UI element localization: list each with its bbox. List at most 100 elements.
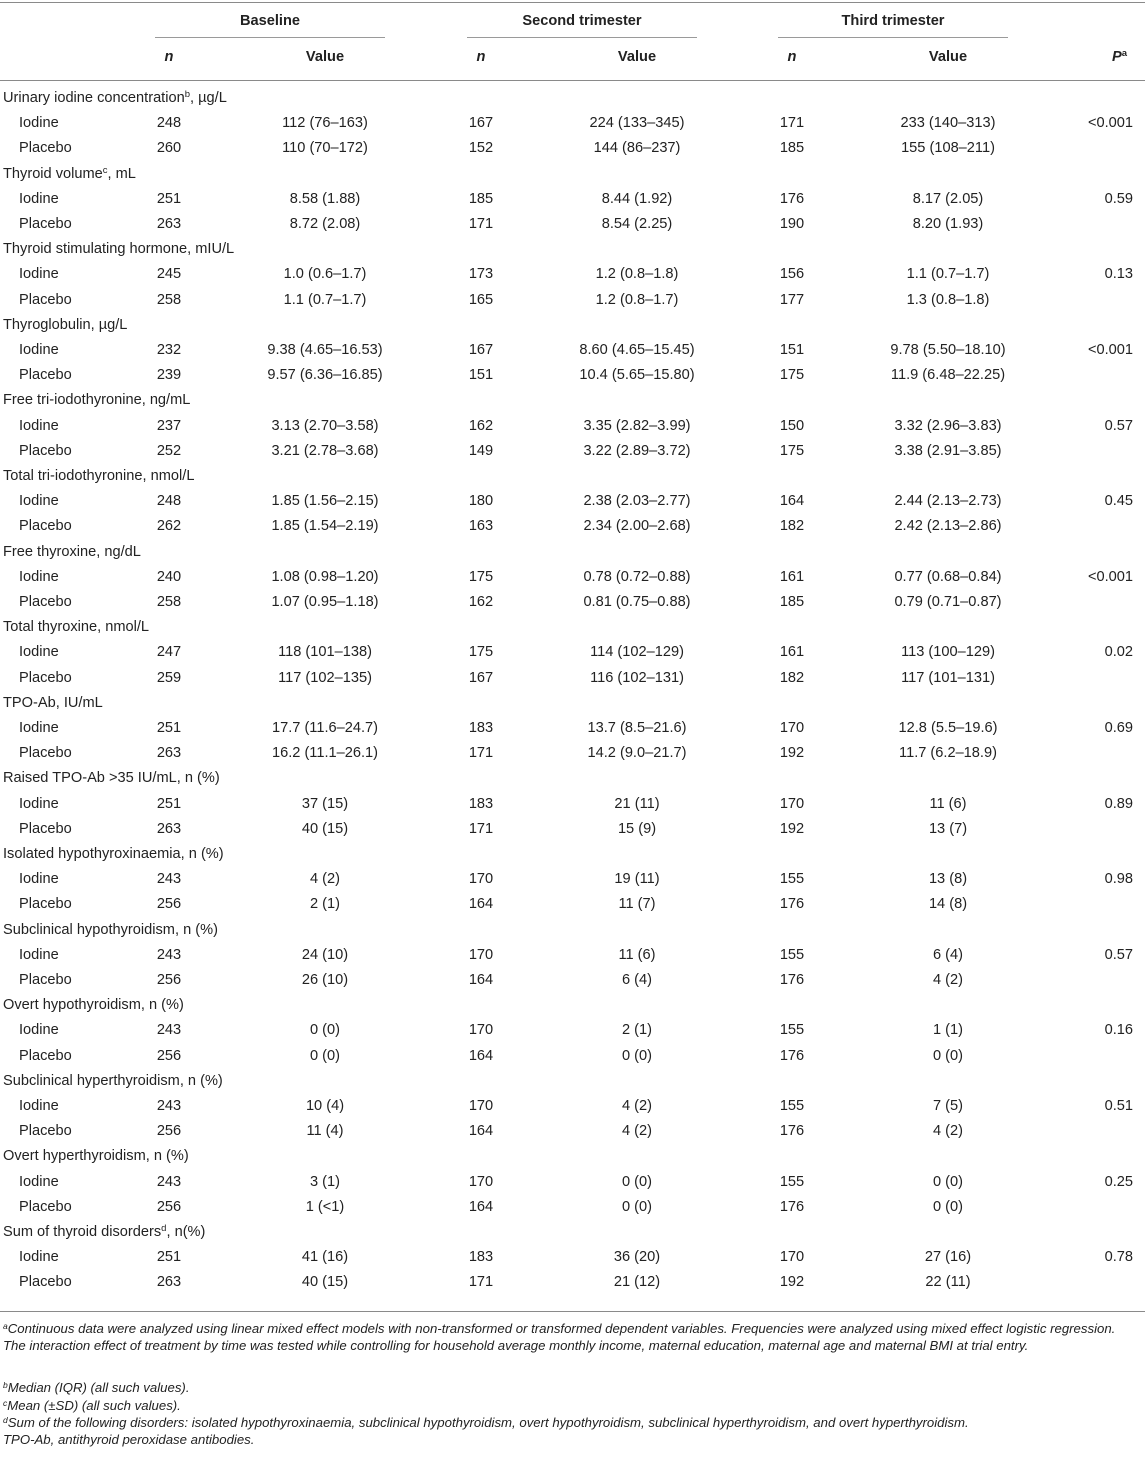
cell-n: 175	[468, 644, 494, 660]
cell-value: 4 (2)	[932, 1123, 964, 1139]
cell-n: 171	[468, 1274, 494, 1290]
cell-n: 167	[468, 115, 494, 131]
footnote: aContinuous data were analyzed using lin…	[3, 1320, 1138, 1354]
p-value: 0.51	[1104, 1098, 1133, 1114]
cell-n: 182	[779, 518, 805, 534]
cell-n: 155	[779, 1022, 805, 1038]
cell-n: 245	[156, 266, 182, 282]
cell-value: 118 (101–138)	[278, 644, 372, 660]
row-label: Iodine	[19, 644, 59, 660]
cell-n: 256	[156, 1123, 182, 1139]
group-header-second-trimester: Second trimester	[522, 13, 642, 29]
row-label: Placebo	[19, 1123, 72, 1139]
row-label: Placebo	[19, 216, 72, 232]
cell-value: 12.8 (5.5–19.6)	[898, 720, 998, 736]
cell-value: 6 (4)	[932, 947, 964, 963]
section-title: Overt hypothyroidism, n (%)	[3, 996, 184, 1014]
cell-value: 3.35 (2.82–3.99)	[583, 418, 691, 434]
cell-n: 251	[156, 1249, 182, 1265]
cell-n: 170	[779, 796, 805, 812]
footnote: bMedian (IQR) (all such values).	[3, 1379, 1138, 1396]
row-label: Iodine	[19, 418, 59, 434]
cell-value: 6 (4)	[621, 972, 653, 988]
cell-value: 1.07 (0.95–1.18)	[271, 594, 379, 610]
footnote-marker: d	[3, 1414, 8, 1425]
cell-n: 164	[468, 896, 494, 912]
cell-value: 114 (102–129)	[590, 644, 684, 660]
cell-n: 183	[468, 796, 494, 812]
section-title-text: Sum of thyroid disorders	[3, 1224, 162, 1240]
cell-n: 180	[468, 493, 494, 509]
cell-n: 164	[779, 493, 805, 509]
row-label: Iodine	[19, 191, 59, 207]
row-label: Iodine	[19, 115, 59, 131]
cell-n: 237	[156, 418, 182, 434]
cell-n: 171	[468, 745, 494, 761]
cell-n: 239	[156, 367, 182, 383]
cell-n: 164	[468, 1123, 494, 1139]
p-value: 0.25	[1104, 1174, 1133, 1190]
cell-value: 1.1 (0.7–1.7)	[283, 292, 367, 308]
section-title: Sum of thyroid disordersd, n(%)	[3, 1223, 205, 1241]
cell-n: 155	[779, 1174, 805, 1190]
cell-value: 1.3 (0.8–1.8)	[906, 292, 990, 308]
cell-n: 183	[468, 1249, 494, 1265]
cell-n: 151	[468, 367, 494, 383]
cell-n: 171	[779, 115, 805, 131]
cell-value: 40 (15)	[301, 1274, 349, 1290]
row-label: Iodine	[19, 266, 59, 282]
row-label: Iodine	[19, 1249, 59, 1265]
cell-n: 243	[156, 1022, 182, 1038]
cell-value: 8.54 (2.25)	[601, 216, 673, 232]
cell-n: 176	[779, 1123, 805, 1139]
cell-value: 8.20 (1.93)	[912, 216, 984, 232]
cell-n: 232	[156, 342, 182, 358]
cell-value: 4 (2)	[932, 972, 964, 988]
cell-value: 13.7 (8.5–21.6)	[587, 720, 687, 736]
cell-value: 0.78 (0.72–0.88)	[583, 569, 691, 585]
cell-n: 176	[779, 1048, 805, 1064]
cell-n: 251	[156, 191, 182, 207]
cell-value: 8.17 (2.05)	[912, 191, 984, 207]
col-header-value-third: Value	[928, 49, 968, 65]
cell-value: 113 (100–129)	[901, 644, 995, 660]
cell-n: 149	[468, 443, 494, 459]
col-header-n-baseline: n	[164, 49, 174, 65]
cell-n: 150	[779, 418, 805, 434]
cell-n: 243	[156, 871, 182, 887]
section-title-text: Subclinical hyperthyroidism, n (%)	[3, 1073, 223, 1089]
p-value: 0.02	[1104, 644, 1133, 660]
section-title-text: Urinary iodine concentration	[3, 90, 185, 106]
cell-n: 185	[779, 140, 805, 156]
section-title: Free thyroxine, ng/dL	[3, 543, 141, 561]
cell-n: 170	[468, 1022, 494, 1038]
cell-n: 185	[468, 191, 494, 207]
cell-n: 263	[156, 821, 182, 837]
cell-value: 2.34 (2.00–2.68)	[583, 518, 691, 534]
cell-n: 155	[779, 871, 805, 887]
footnote-marker: a	[3, 1320, 8, 1331]
cell-n: 161	[779, 644, 805, 660]
cell-value: 3.32 (2.96–3.83)	[894, 418, 1002, 434]
cell-value: 14 (8)	[928, 896, 968, 912]
row-label: Placebo	[19, 821, 72, 837]
section-title: Thyroglobulin, µg/L	[3, 316, 127, 334]
cell-n: 164	[468, 1048, 494, 1064]
section-title: Thyroid volumec, mL	[3, 165, 136, 183]
cell-value: 0 (0)	[932, 1199, 964, 1215]
cell-value: 117 (101–131)	[901, 670, 995, 686]
cell-value: 1.0 (0.6–1.7)	[283, 266, 367, 282]
cell-value: 21 (12)	[613, 1274, 661, 1290]
col-header-n-second: n	[476, 49, 486, 65]
cell-n: 170	[468, 1098, 494, 1114]
cell-n: 164	[468, 972, 494, 988]
footnote-marker: d	[161, 1223, 167, 1235]
p-value: 0.57	[1104, 418, 1133, 434]
row-label: Placebo	[19, 518, 72, 534]
section-title: Total thyroxine, nmol/L	[3, 618, 149, 636]
footnote-marker: b	[184, 89, 191, 101]
cell-value: 40 (15)	[301, 821, 349, 837]
cell-value: 8.72 (2.08)	[289, 216, 361, 232]
row-label: Placebo	[19, 670, 72, 686]
section-title-text: Thyroid stimulating hormone, mIU/L	[3, 241, 235, 257]
